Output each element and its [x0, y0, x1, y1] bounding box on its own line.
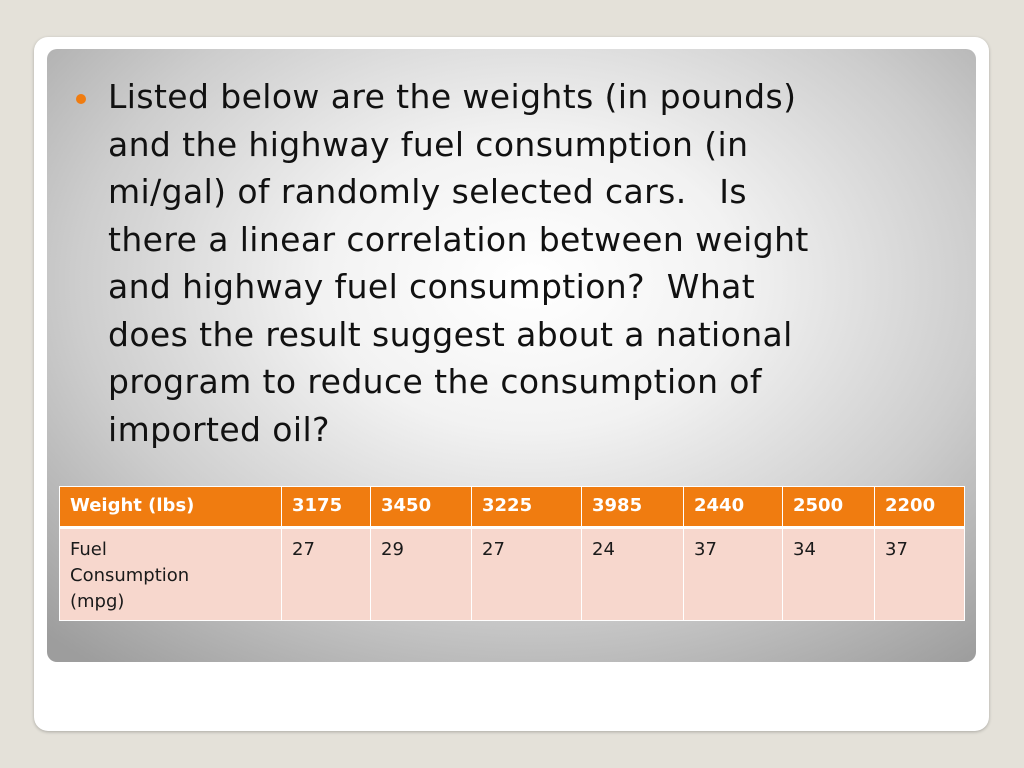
bullet-dot-icon [76, 94, 86, 104]
header-cell: 2440 [683, 486, 783, 529]
bullet-line: there a linear correlation between weigh… [108, 219, 809, 259]
table-header-row: Weight (lbs) 3175 3450 3225 3985 2440 25… [59, 486, 965, 529]
data-cell: 29 [370, 527, 472, 621]
bullet-line: program to reduce the consumption of [108, 362, 762, 401]
data-cell: 37 [683, 527, 783, 621]
header-cell: 3450 [370, 486, 472, 529]
bullet-line: Listed below are the weights (in pounds) [108, 77, 797, 116]
row-label-line: Consumption [70, 565, 190, 586]
bullet-line: imported oil? [108, 409, 330, 449]
bullet-text: Listed below are the weights (in pounds)… [108, 73, 948, 453]
header-cell: 3175 [281, 486, 371, 529]
header-cell-label: Weight (lbs) [59, 486, 282, 529]
bullet-line: mi/gal) of randomly selected cars. Is [108, 172, 748, 211]
header-cell: 2500 [782, 486, 875, 529]
row-label-line: Fuel [70, 539, 107, 560]
row-label-line: (mpg) [70, 591, 125, 612]
bullet-line: does the result suggest about a national [108, 314, 793, 354]
header-cell: 2200 [874, 486, 965, 529]
header-cell: 3225 [471, 486, 582, 529]
row-label-cell: Fuel Consumption (mpg) [59, 527, 282, 621]
bullet-paragraph: Listed below are the weights (in pounds)… [76, 73, 956, 453]
data-cell: 34 [782, 527, 875, 621]
data-cell: 24 [581, 527, 684, 621]
weight-fuel-table: Weight (lbs) 3175 3450 3225 3985 2440 25… [59, 486, 965, 621]
data-cell: 27 [471, 527, 582, 621]
bullet-line: and the highway fuel consumption (in [108, 124, 749, 164]
table-row: Fuel Consumption (mpg) 27 29 27 24 37 34… [59, 527, 965, 621]
bullet-line: and highway fuel consumption? What [108, 267, 756, 306]
header-cell: 3985 [581, 486, 684, 529]
data-cell: 37 [874, 527, 965, 621]
data-cell: 27 [281, 527, 371, 621]
